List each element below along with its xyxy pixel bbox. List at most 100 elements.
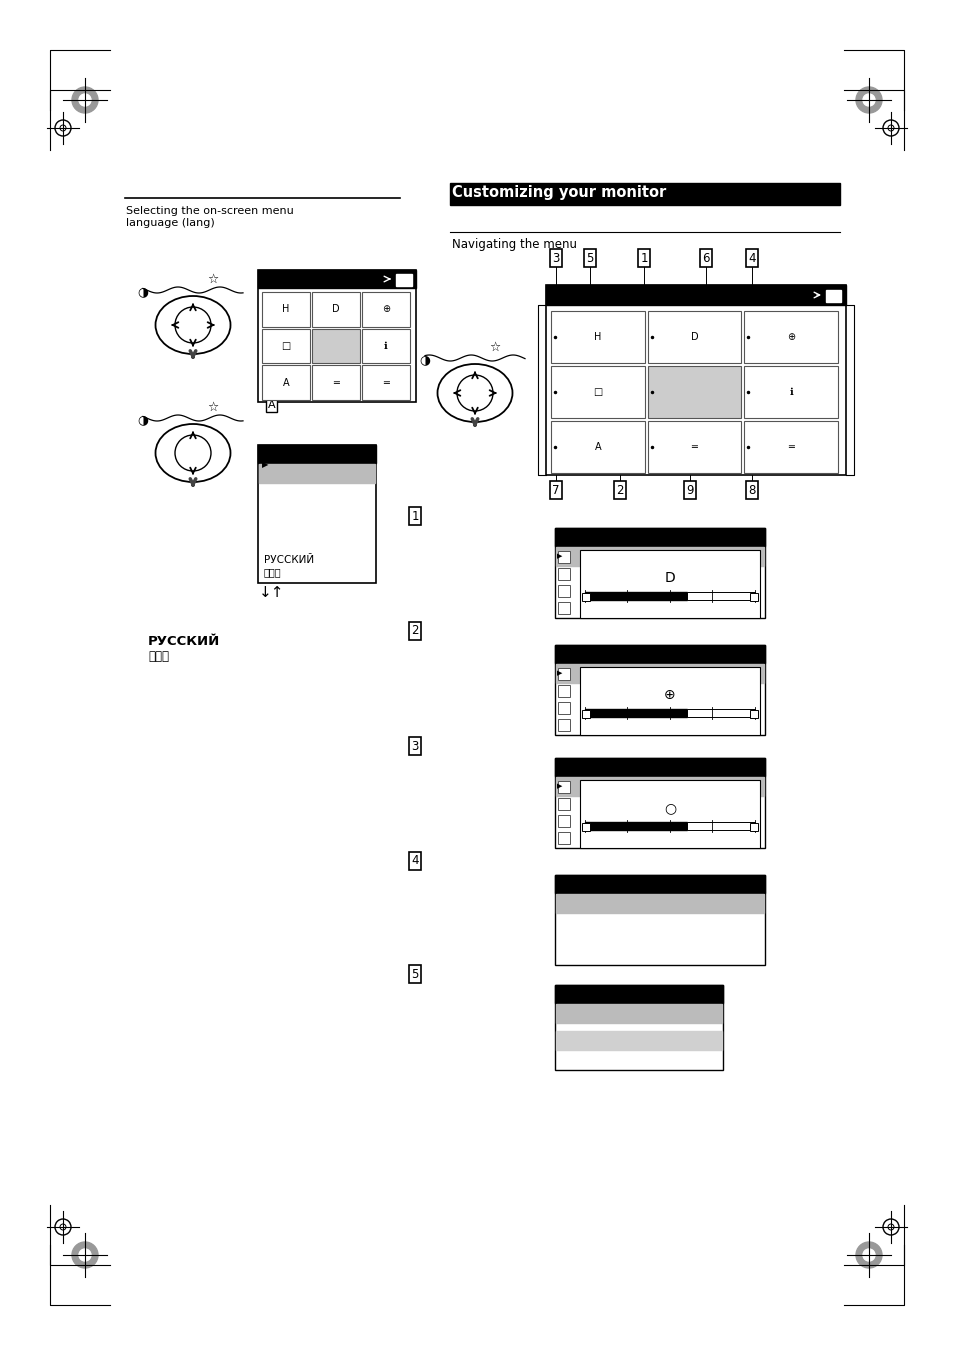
Text: Navigating the menu: Navigating the menu — [452, 238, 577, 251]
Bar — [743, 422, 837, 473]
Text: 1: 1 — [411, 509, 418, 523]
Text: D: D — [332, 304, 339, 315]
Bar — [581, 711, 589, 717]
Text: ◑: ◑ — [137, 413, 149, 426]
Circle shape — [71, 86, 98, 113]
Text: 3: 3 — [411, 739, 418, 753]
Bar — [647, 311, 740, 363]
Text: ℹ: ℹ — [384, 340, 388, 351]
Bar — [558, 667, 569, 680]
Bar — [647, 422, 740, 473]
Bar — [555, 758, 764, 775]
Text: ☆: ☆ — [207, 273, 218, 286]
Bar — [558, 585, 569, 597]
Text: □: □ — [593, 386, 602, 397]
Circle shape — [855, 1242, 882, 1269]
Text: 5: 5 — [586, 251, 593, 265]
Bar — [257, 444, 375, 463]
Bar — [551, 422, 644, 473]
Text: A: A — [282, 378, 289, 388]
Text: ☆: ☆ — [489, 340, 500, 354]
Bar — [584, 821, 686, 830]
Bar — [262, 292, 310, 327]
Bar — [312, 365, 359, 400]
Text: 7: 7 — [552, 484, 559, 497]
Circle shape — [79, 95, 91, 105]
Text: 9: 9 — [685, 484, 693, 497]
Bar — [558, 567, 569, 580]
Bar — [647, 366, 740, 417]
Bar — [558, 798, 569, 811]
Text: ▶: ▶ — [262, 461, 268, 470]
Text: A: A — [594, 442, 600, 453]
Bar — [558, 603, 569, 613]
Bar — [257, 270, 416, 403]
Text: ☆: ☆ — [207, 401, 218, 413]
Ellipse shape — [155, 296, 231, 354]
Bar — [555, 875, 764, 965]
Bar — [551, 311, 644, 363]
Bar — [556, 1004, 721, 1023]
Text: □: □ — [281, 340, 291, 351]
Text: 日本語: 日本語 — [264, 567, 281, 577]
Bar — [556, 1031, 721, 1050]
Bar — [558, 685, 569, 697]
Bar — [262, 365, 310, 400]
Text: 3: 3 — [552, 251, 559, 265]
Text: ═: ═ — [383, 378, 389, 388]
Bar — [555, 528, 764, 617]
Bar — [312, 328, 359, 363]
Bar — [555, 528, 764, 546]
Bar — [450, 182, 840, 205]
Bar — [556, 547, 763, 566]
Bar — [581, 593, 589, 601]
Bar — [555, 985, 722, 1002]
Text: 5: 5 — [411, 967, 418, 981]
Text: ⊕: ⊕ — [786, 332, 795, 342]
Text: ═: ═ — [787, 442, 793, 453]
Text: 4: 4 — [411, 854, 418, 867]
Bar — [558, 781, 569, 793]
Circle shape — [174, 307, 211, 343]
Bar — [556, 777, 763, 796]
Bar — [584, 709, 686, 717]
Text: 1: 1 — [639, 251, 647, 265]
Bar — [555, 985, 722, 1070]
Text: language (lang): language (lang) — [126, 218, 214, 228]
Bar — [545, 285, 845, 305]
Bar — [555, 644, 764, 663]
Text: ═: ═ — [691, 442, 697, 453]
Text: 4: 4 — [747, 251, 755, 265]
Bar — [262, 328, 310, 363]
Circle shape — [855, 86, 882, 113]
Bar — [361, 328, 410, 363]
Bar — [551, 366, 644, 417]
Text: РУССКИЙ: РУССКИЙ — [264, 555, 314, 565]
Text: РУССКИЙ: РУССКИЙ — [148, 635, 220, 648]
Bar — [257, 444, 375, 584]
Bar — [743, 311, 837, 363]
Text: H: H — [594, 332, 601, 342]
Bar — [579, 780, 760, 848]
Bar — [555, 875, 764, 893]
Bar — [395, 274, 412, 286]
Text: ○: ○ — [663, 801, 676, 815]
Text: ⊕: ⊕ — [381, 304, 390, 315]
Circle shape — [862, 95, 874, 105]
Text: ◑: ◑ — [137, 285, 149, 299]
Bar — [312, 292, 359, 327]
Text: 2: 2 — [411, 624, 418, 638]
Bar — [558, 832, 569, 844]
Text: 2: 2 — [616, 484, 623, 497]
Bar — [558, 815, 569, 827]
Bar — [743, 366, 837, 417]
Bar — [555, 758, 764, 848]
Text: D: D — [690, 332, 698, 342]
Circle shape — [71, 1242, 98, 1269]
Text: 6: 6 — [701, 251, 709, 265]
Bar — [361, 365, 410, 400]
Bar — [556, 663, 763, 684]
Bar — [584, 592, 686, 600]
Text: D: D — [664, 571, 675, 585]
Bar — [556, 894, 763, 913]
